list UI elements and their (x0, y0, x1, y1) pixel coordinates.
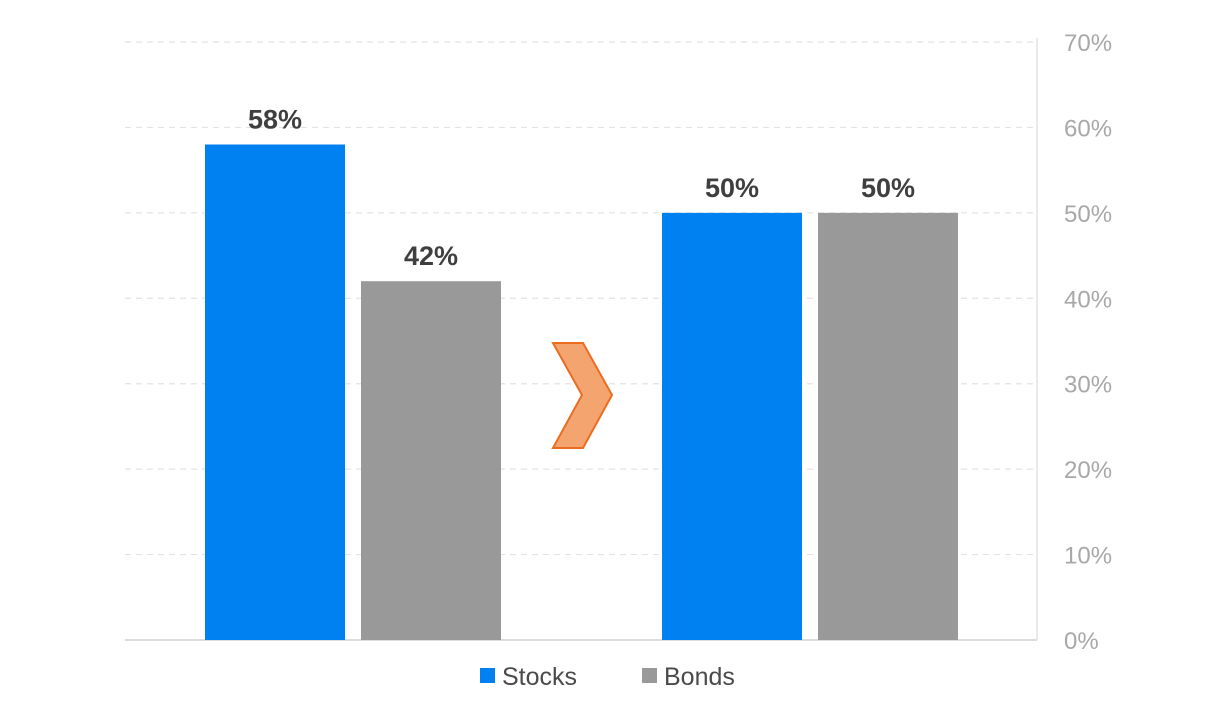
bar-stocks (662, 212, 802, 640)
legend-label-bonds: Bonds (664, 663, 735, 691)
bar-value-label: 50% (861, 173, 915, 203)
y-tick-labels: 0% 10% 20% 30% 40% 50% 60% 70% (1064, 30, 1112, 655)
bar-value-label: 50% (705, 173, 759, 203)
bar-value-label: 58% (248, 105, 302, 135)
y-tick-label: 0% (1064, 628, 1099, 655)
y-tick-label: 20% (1064, 457, 1112, 484)
y-tick-label: 10% (1064, 543, 1112, 570)
chevron-right-icon (551, 342, 614, 449)
bar-value-label: 42% (404, 241, 458, 271)
value-labels: 58% 50% 42% 50% (248, 105, 915, 272)
legend-label-stocks: Stocks (502, 663, 577, 691)
legend: Stocks Bonds (480, 663, 735, 691)
bars (205, 144, 958, 640)
legend-swatch-bonds (642, 668, 657, 683)
y-tick-label: 60% (1064, 115, 1112, 142)
y-tick-label: 30% (1064, 372, 1112, 399)
bar-stocks (205, 144, 345, 640)
y-tick-label: 40% (1064, 286, 1112, 313)
y-tick-label: 50% (1064, 201, 1112, 228)
legend-swatch-stocks (480, 668, 495, 683)
y-tick-label: 70% (1064, 30, 1112, 57)
bar-bonds (818, 212, 958, 640)
bar-bonds (361, 281, 501, 640)
transition-arrow (551, 342, 614, 449)
